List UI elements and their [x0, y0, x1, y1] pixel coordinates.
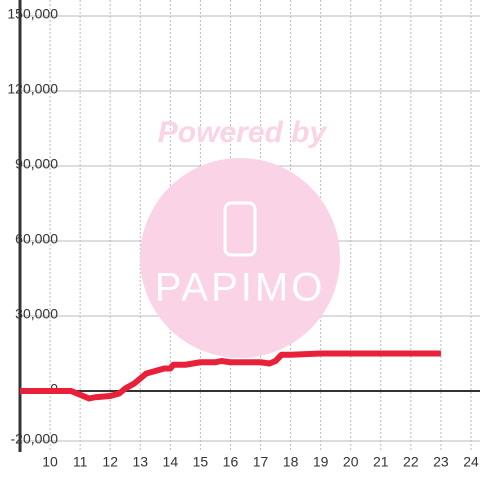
x-tick-label: 23	[433, 454, 449, 470]
x-tick-label: 15	[193, 454, 209, 470]
y-tick-label: 150,000	[7, 6, 58, 22]
y-tick-label: 60,000	[15, 231, 58, 247]
x-tick-label: 16	[223, 454, 239, 470]
line	[20, 350, 441, 402]
x-tick-label: 12	[102, 454, 118, 470]
x-tick-label: 11	[73, 454, 88, 470]
x-tick-label: 24	[463, 454, 479, 470]
y-tick-label: 120,000	[7, 81, 58, 97]
y-tick-label: -20,000	[11, 431, 59, 447]
x-tick-label: 22	[403, 454, 419, 470]
watermark-icon	[223, 201, 257, 257]
watermark-text: PAPIMO	[155, 266, 326, 310]
x-tick-label: 20	[343, 454, 359, 470]
y-tick-label: 90,000	[15, 156, 58, 172]
watermark-circle	[140, 158, 340, 358]
x-tick-label: 19	[313, 454, 329, 470]
x-tick-label: 13	[132, 454, 148, 470]
x-tick-label: 17	[253, 454, 269, 470]
watermark	[140, 158, 340, 358]
x-tick-label: 14	[163, 454, 179, 470]
watermark-text: Powered by	[158, 116, 328, 149]
x-tick-label: 18	[283, 454, 299, 470]
y-tick-label: 30,000	[15, 306, 58, 322]
x-tick-label: 21	[373, 454, 389, 470]
x-tick-label: 10	[42, 454, 58, 470]
